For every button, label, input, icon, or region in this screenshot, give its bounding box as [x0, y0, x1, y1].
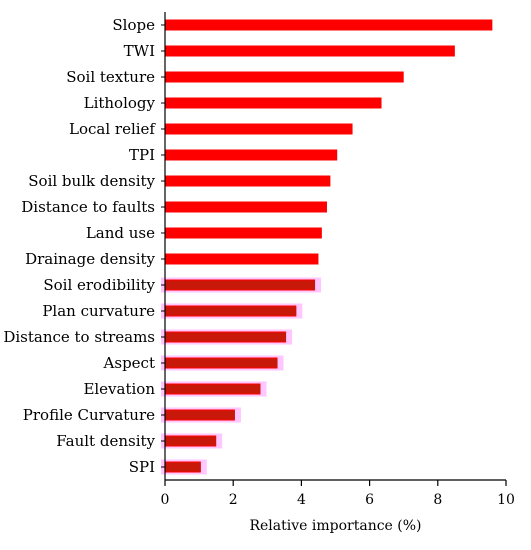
x-axis-ticks: 0 2 4 6 8 10 [161, 480, 515, 508]
category-label: Plan curvature [42, 302, 155, 320]
category-label: TPI [129, 146, 155, 164]
bar [165, 201, 327, 213]
category-label: Land use [86, 224, 155, 242]
category-label: SPI [129, 458, 155, 476]
x-tick-label: 0 [161, 492, 170, 508]
category-label: Lithology [84, 94, 156, 112]
bar-shade [165, 306, 297, 316]
bar-shade [165, 462, 201, 472]
category-label: Soil erodibility [43, 276, 155, 294]
bar [165, 123, 353, 135]
category-label: Distance to streams [3, 328, 155, 346]
category-label: Slope [112, 16, 155, 34]
bar [165, 45, 455, 57]
bar-shade [165, 436, 217, 446]
x-tick-label: 6 [365, 492, 374, 508]
x-axis-title: Relative importance (%) [249, 518, 421, 534]
x-tick-label: 4 [297, 492, 306, 508]
category-labels: Slope TWI Soil texture Lithology Local relie… [3, 16, 165, 476]
category-label: Drainage density [25, 250, 155, 268]
bar-shade [165, 384, 261, 394]
category-label: Distance to faults [21, 198, 155, 216]
category-label: Soil bulk density [28, 172, 155, 190]
category-label: Elevation [83, 380, 155, 398]
bar [165, 149, 338, 161]
category-label: Profile Curvature [23, 406, 155, 424]
category-label: Soil texture [66, 68, 155, 86]
category-label: TWI [124, 42, 155, 60]
bar [165, 175, 331, 187]
category-label: Local relief [69, 120, 156, 138]
x-tick-label: 10 [497, 492, 515, 508]
category-label: Aspect [103, 354, 155, 372]
bar [165, 253, 319, 265]
x-tick-label: 8 [433, 492, 442, 508]
bars-group [161, 19, 493, 475]
bar [165, 19, 493, 31]
bar [165, 227, 322, 239]
bar [165, 71, 404, 83]
bar-shade [165, 332, 287, 342]
bar [165, 97, 382, 109]
bar-shade [165, 280, 316, 290]
category-label: Fault density [56, 432, 155, 450]
x-tick-label: 2 [229, 492, 238, 508]
bar-shade [165, 358, 278, 368]
bar-shade [165, 410, 235, 420]
